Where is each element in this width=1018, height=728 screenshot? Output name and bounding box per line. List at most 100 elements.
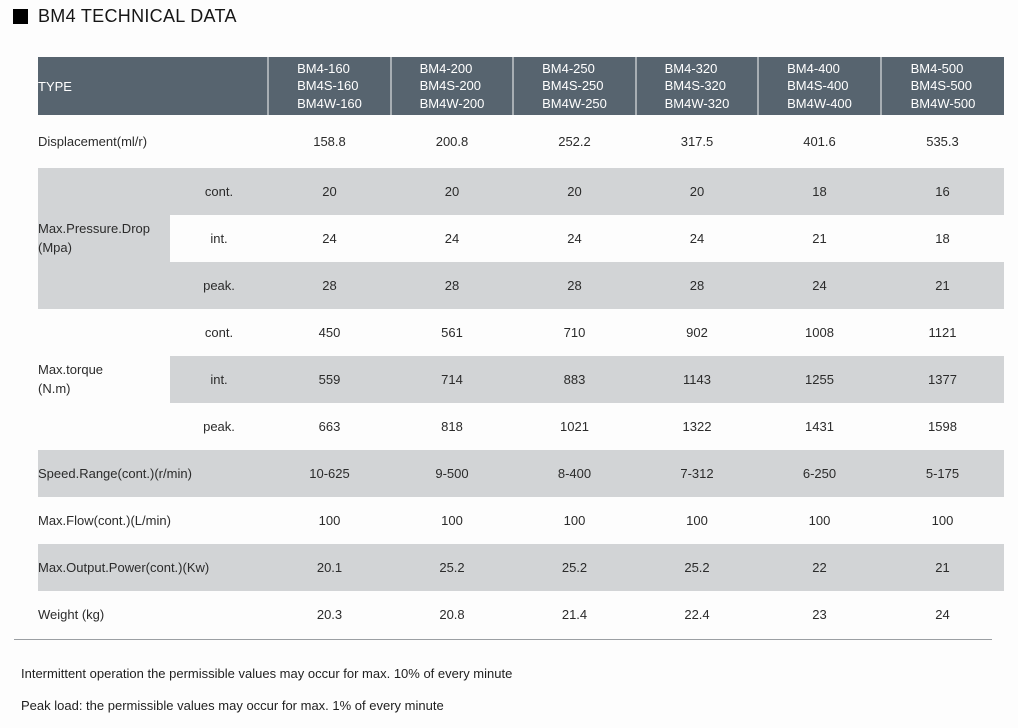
table-row-max-output-power: Max.Output.Power(cont.)(Kw) 20.1 25.2 25…: [38, 544, 1004, 591]
cell: 21.4: [513, 591, 636, 638]
table-row-pressure-int: int. 24 24 24 24 21 18: [38, 215, 1004, 262]
sub-row-label: peak.: [170, 403, 268, 450]
cell: 24: [268, 215, 391, 262]
cell: 450: [268, 309, 391, 356]
cell: 24: [881, 591, 1004, 638]
cell: 28: [636, 262, 758, 309]
cell: 663: [268, 403, 391, 450]
footnote-peak-load: Peak load: the permissible values may oc…: [21, 698, 444, 713]
cell: 100: [636, 497, 758, 544]
table-header-row: TYPE BM4-160 BM4S-160 BM4W-160 BM4-200 B…: [38, 57, 1004, 115]
row-label: Displacement(ml/r): [38, 115, 268, 168]
cell: 1377: [881, 356, 1004, 403]
cell: 20: [391, 168, 513, 215]
cell: 1008: [758, 309, 881, 356]
cell: 23: [758, 591, 881, 638]
table-row-weight: Weight (kg) 20.3 20.8 21.4 22.4 23 24: [38, 591, 1004, 638]
technical-data-table: TYPE BM4-160 BM4S-160 BM4W-160 BM4-200 B…: [38, 57, 1004, 638]
model-name: BM4W-320: [664, 95, 730, 111]
model-name: BM4-320: [664, 61, 718, 77]
cell: 818: [391, 403, 513, 450]
cell: 10-625: [268, 450, 391, 497]
footnote-intermittent: Intermittent operation the permissible v…: [21, 666, 513, 681]
cell: 20.1: [268, 544, 391, 591]
cell: 200.8: [391, 115, 513, 168]
model-name: BM4S-320: [664, 78, 727, 94]
cell: 25.2: [636, 544, 758, 591]
model-name: BM4W-500: [910, 95, 976, 111]
cell: 559: [268, 356, 391, 403]
column-header-model-160: BM4-160 BM4S-160 BM4W-160: [267, 57, 391, 115]
model-name: BM4-400: [787, 61, 840, 77]
table-row-max-flow: Max.Flow(cont.)(L/min) 100 100 100 100 1…: [38, 497, 1004, 544]
row-label: Max.Output.Power(cont.)(Kw): [38, 544, 268, 591]
model-name: BM4S-160: [297, 78, 359, 94]
cell: 25.2: [391, 544, 513, 591]
model-name: BM4S-200: [419, 78, 482, 94]
sub-row-label: peak.: [170, 262, 268, 309]
cell: 24: [391, 215, 513, 262]
model-name: BM4-160: [297, 61, 350, 77]
cell: 16: [881, 168, 1004, 215]
model-name: BM4-250: [542, 61, 595, 77]
cell: 28: [513, 262, 636, 309]
cell: 20.8: [391, 591, 513, 638]
cell: 252.2: [513, 115, 636, 168]
cell: 1021: [513, 403, 636, 450]
cell: 5-175: [881, 450, 1004, 497]
cell: 24: [513, 215, 636, 262]
cell: 1143: [636, 356, 758, 403]
cell: 21: [881, 262, 1004, 309]
model-name: BM4W-250: [542, 95, 607, 111]
model-name: BM4-200: [419, 61, 473, 77]
cell: 20: [636, 168, 758, 215]
model-name: BM4W-200: [419, 95, 485, 111]
cell: 22.4: [636, 591, 758, 638]
cell: 100: [391, 497, 513, 544]
group-label-line: Max.Pressure.Drop: [38, 220, 150, 236]
cell: 100: [268, 497, 391, 544]
cell: 100: [513, 497, 636, 544]
cell: 21: [881, 544, 1004, 591]
cell: 710: [513, 309, 636, 356]
cell: 1322: [636, 403, 758, 450]
cell: 20: [513, 168, 636, 215]
cell: 535.3: [881, 115, 1004, 168]
table-row-speed-range: Speed.Range(cont.)(r/min) 10-625 9-500 8…: [38, 450, 1004, 497]
sub-row-label: int.: [170, 215, 268, 262]
column-header-model-500: BM4-500 BM4S-500 BM4W-500: [880, 57, 1004, 115]
table-row-torque-peak: peak. 663 818 1021 1322 1431 1598: [38, 403, 1004, 450]
cell: 21: [758, 215, 881, 262]
table-row-pressure-peak: peak. 28 28 28 28 24 21: [38, 262, 1004, 309]
square-bullet-icon: [13, 9, 28, 24]
table-row-torque-cont: Max.torque (N.m) cont. 450 561 710 902 1…: [38, 309, 1004, 450]
cell: 9-500: [391, 450, 513, 497]
sub-row-label: cont.: [170, 168, 268, 215]
cell: 1431: [758, 403, 881, 450]
cell: 24: [636, 215, 758, 262]
cell: 7-312: [636, 450, 758, 497]
model-name: BM4S-250: [542, 78, 604, 94]
sub-row-label: cont.: [170, 309, 268, 356]
divider: [14, 639, 992, 640]
row-label-torque-group: Max.torque (N.m): [38, 309, 170, 450]
cell: 22: [758, 544, 881, 591]
row-label: Speed.Range(cont.)(r/min): [38, 450, 268, 497]
cell: 317.5: [636, 115, 758, 168]
cell: 401.6: [758, 115, 881, 168]
group-label-line: (N.m): [38, 380, 71, 396]
row-label: Max.Flow(cont.)(L/min): [38, 497, 268, 544]
cell: 902: [636, 309, 758, 356]
cell: 18: [881, 215, 1004, 262]
model-name: BM4S-400: [787, 78, 849, 94]
model-name: BM4W-160: [297, 95, 362, 111]
cell: 28: [391, 262, 513, 309]
page-title: BM4 TECHNICAL DATA: [13, 6, 237, 27]
cell: 20: [268, 168, 391, 215]
cell: 20.3: [268, 591, 391, 638]
cell: 6-250: [758, 450, 881, 497]
group-label-line: (Mpa): [38, 239, 72, 255]
cell: 1255: [758, 356, 881, 403]
table-row-pressure-cont: Max.Pressure.Drop (Mpa) cont. 20 20 20 2…: [38, 168, 1004, 309]
